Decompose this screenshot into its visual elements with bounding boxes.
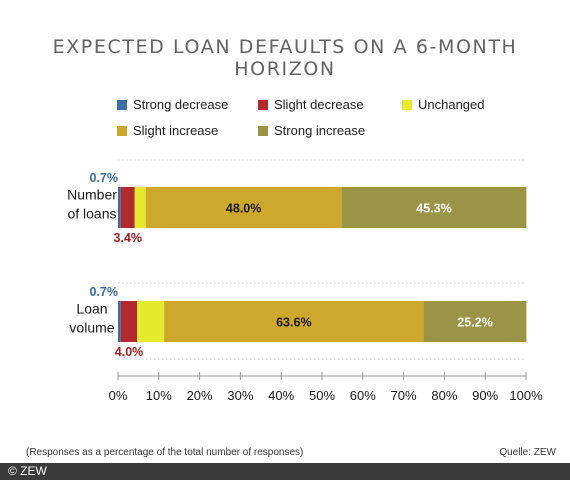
bar-segment [137, 301, 165, 342]
x-tick-label: 50% [309, 388, 335, 403]
bar-segment [423, 301, 527, 342]
bar-segment [118, 187, 121, 228]
legend-label-strong-decrease: Strong decrease [133, 97, 229, 112]
legend-item-unchanged: Unchanged [402, 97, 485, 112]
bar-segment [120, 301, 138, 342]
bar-segment [120, 187, 135, 228]
x-tick-label: 30% [227, 388, 253, 403]
x-tick-label: 100% [509, 388, 543, 403]
copyright-notice: © ZEW [8, 464, 47, 478]
category-label: volume [69, 320, 114, 336]
x-tick-label: 90% [472, 388, 498, 403]
legend-label-slight-increase: Slight increase [133, 123, 219, 138]
legend-label-unchanged: Unchanged [418, 97, 485, 112]
legend-swatch-slight-increase [117, 125, 127, 136]
chart-source: Quelle: ZEW [499, 447, 556, 458]
data-label: 4.0% [115, 345, 144, 359]
x-tick-label: 10% [146, 388, 172, 403]
legend-swatch-slight-decrease [258, 99, 268, 110]
x-tick-label: 20% [187, 388, 213, 403]
legend-label-slight-decrease: Slight decrease [274, 97, 364, 112]
legend-item-strong-increase: Strong increase [258, 123, 365, 138]
legend-swatch-unchanged [402, 99, 412, 110]
legend-item-slight-decrease: Slight decrease [258, 97, 364, 112]
data-label: 3.4% [114, 231, 143, 245]
data-label: 48.0% [226, 202, 261, 216]
x-tick-label: 70% [391, 388, 417, 403]
legend-swatch-strong-increase [258, 125, 268, 136]
data-label: 0.7% [90, 285, 119, 299]
legend-item-slight-increase: Slight increase [117, 123, 218, 138]
legend-item-strong-decrease: Strong decrease [117, 97, 228, 112]
bar-segment [145, 187, 342, 228]
category-label: Number [67, 187, 117, 203]
data-label: 63.6% [276, 316, 311, 330]
legend-swatch-strong-decrease [117, 99, 127, 110]
bar-segment [341, 187, 527, 228]
x-tick-label: 60% [350, 388, 376, 403]
x-tick-label: 40% [268, 388, 294, 403]
bar-segment [118, 301, 121, 342]
chart-legend: Strong decrease Slight decrease Unchange… [0, 0, 570, 150]
x-tick-label: 80% [431, 388, 457, 403]
data-label: 0.7% [90, 171, 119, 185]
bar-segment [164, 301, 424, 342]
bar-segment [134, 187, 146, 228]
footer-bar: © ZEW [0, 463, 570, 480]
data-label: 25.2% [457, 316, 492, 330]
legend-label-strong-increase: Strong increase [274, 123, 366, 138]
x-tick-label: 0% [109, 388, 128, 403]
chart-footnote: (Responses as a percentage of the total … [26, 447, 304, 458]
category-label: Loan [76, 301, 107, 317]
chart-title: EXPECTED LOAN DEFAULTS ON A 6-MONTH HORI… [52, 36, 518, 80]
category-label: of loans [67, 206, 116, 222]
data-label: 45.3% [416, 202, 451, 216]
